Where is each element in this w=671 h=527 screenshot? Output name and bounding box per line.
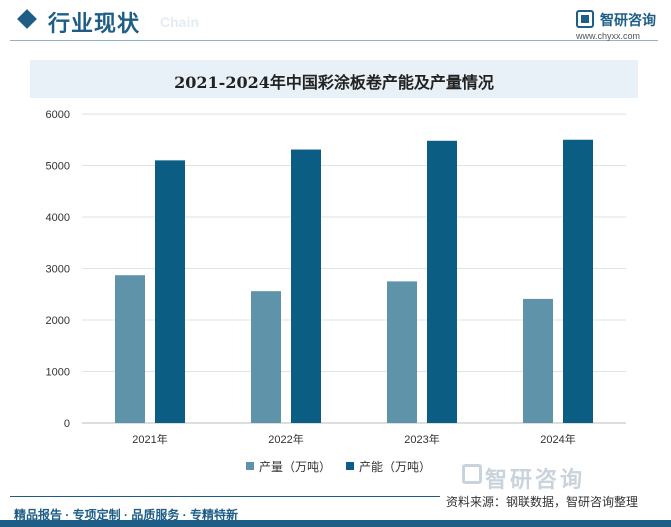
bar [291, 149, 321, 423]
chart-legend: 产量（万吨） 产能（万吨） [0, 458, 671, 478]
brand-name: 智研咨询 [600, 12, 656, 28]
y-tick-label: 6000 [46, 109, 70, 121]
data-source: 资料来源：钢联数据，智研咨询整理 [446, 495, 639, 509]
brand-logo: 智研咨询 www.chyxx.com [576, 10, 666, 41]
legend-swatch-output [246, 462, 254, 470]
x-tick-label: 2023年 [404, 432, 439, 446]
y-tick-label: 1000 [46, 367, 70, 379]
y-tick-label: 2000 [46, 315, 70, 327]
section-subtitle: Chain [160, 14, 199, 30]
brand-url: www.chyxx.com [576, 31, 641, 41]
bar [155, 160, 185, 423]
legend-swatch-capacity [346, 462, 354, 470]
header: 行业现状 Chain 智研咨询 www.chyxx.com [0, 0, 671, 42]
diamond-icon [17, 9, 37, 29]
bar-chart: 0 1000 2000 3000 4000 5000 6000 2021年 2022年 2023年… [46, 109, 626, 446]
section-title: 行业现状 [48, 11, 141, 36]
y-tick-label: 3000 [46, 264, 70, 276]
bar [523, 298, 553, 423]
bar [251, 291, 281, 423]
y-tick-label: 0 [64, 418, 70, 430]
y-tick-label: 4000 [46, 212, 70, 224]
x-tick-label: 2024年 [540, 432, 575, 446]
header-divider [10, 40, 658, 41]
chart-title-band: 2021-2024年中国彩涂板卷产能及产量情况 [30, 60, 638, 98]
bar [115, 275, 145, 423]
chart-title: 2021-2024年中国彩涂板卷产能及产量情况 [174, 73, 494, 92]
bar [387, 281, 417, 423]
footer-slogan: 精品报告 · 专项定制 · 品质服务 · 专精特新 [14, 508, 238, 522]
y-tick-label: 5000 [46, 161, 70, 173]
x-tick-label: 2021年 [132, 432, 167, 446]
bar [563, 139, 593, 423]
footer-divider [10, 496, 440, 497]
bar [427, 140, 457, 423]
footer-bar [0, 520, 671, 527]
legend-label-output: 产量（万吨） [259, 460, 332, 474]
brand-mark-icon [576, 10, 594, 28]
watermark-mark-icon [462, 464, 482, 484]
watermark-brand: 智研咨询 [485, 467, 586, 492]
legend-item-capacity: 产能（万吨） [346, 458, 431, 475]
x-tick-label: 2022年 [268, 432, 303, 446]
legend-label-capacity: 产能（万吨） [359, 460, 432, 474]
legend-item-output: 产量（万吨） [246, 458, 331, 475]
